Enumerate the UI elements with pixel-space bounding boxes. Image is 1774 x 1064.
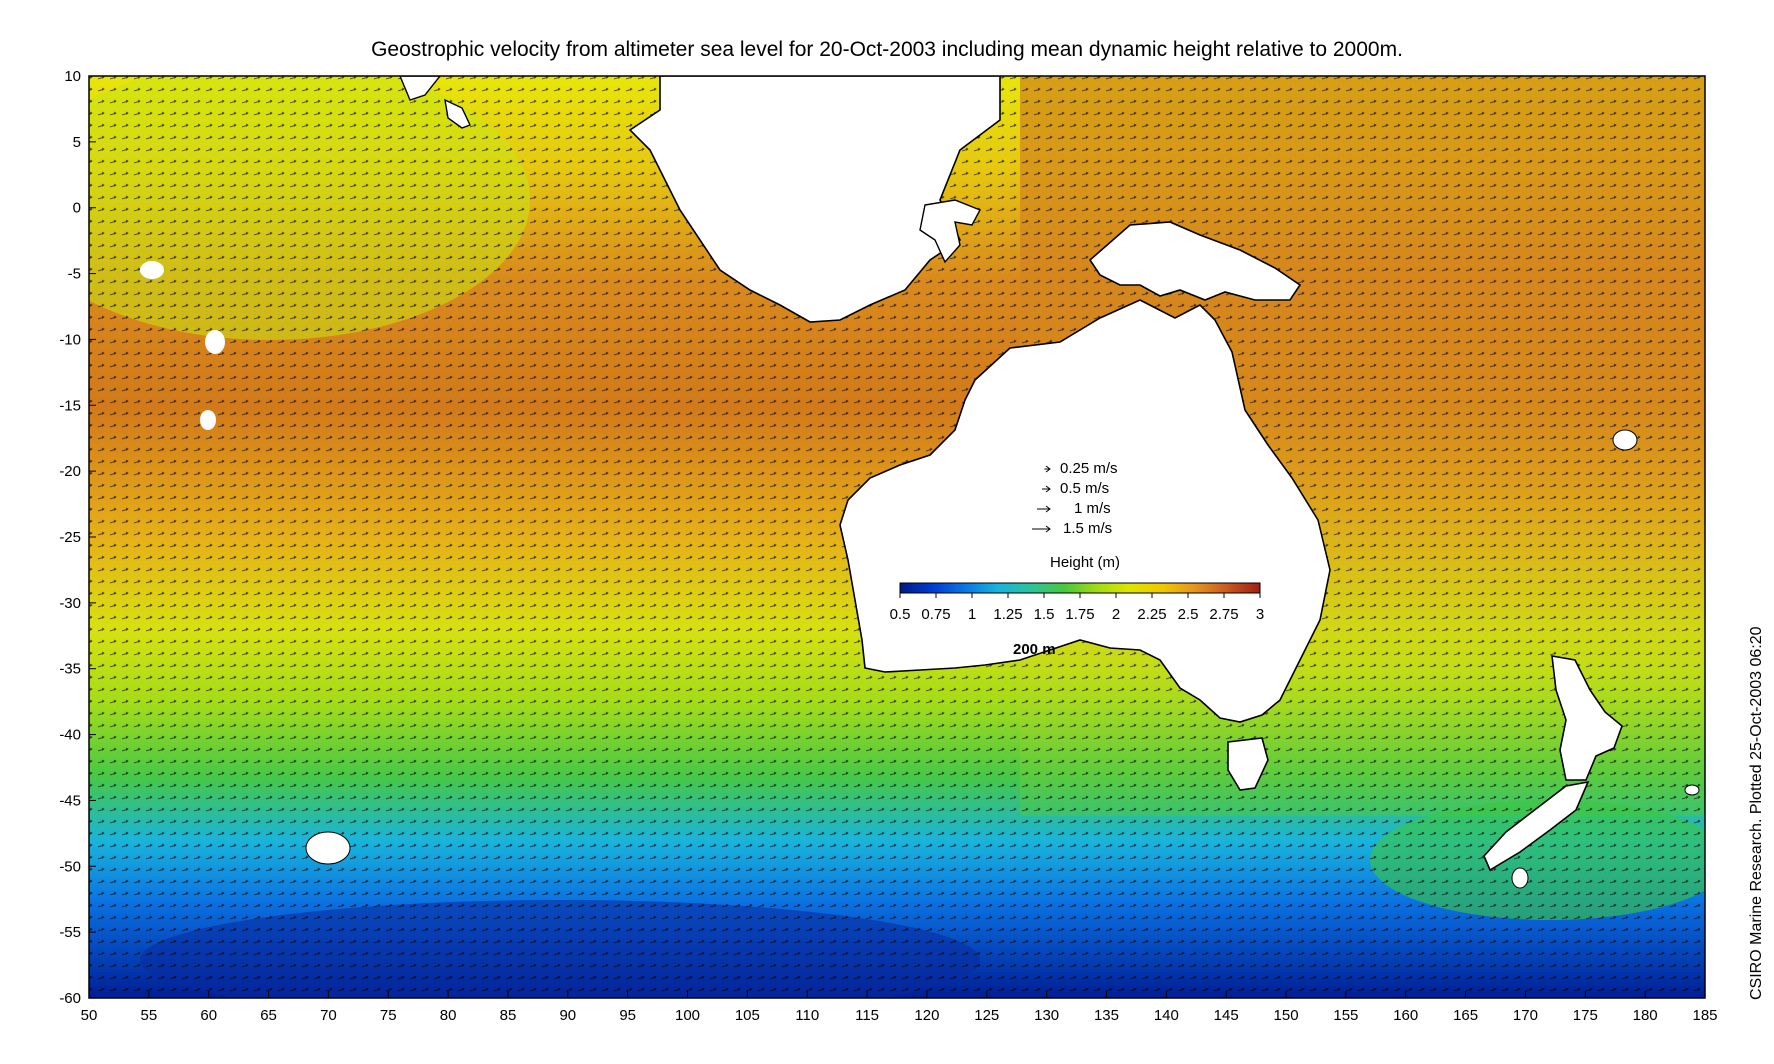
map-title: Geostrophic velocity from altimeter sea … bbox=[371, 38, 1403, 61]
sri-lanka-land bbox=[444, 98, 471, 129]
x-tick-label: 160 bbox=[1393, 1007, 1418, 1024]
y-tick-label: -60 bbox=[59, 990, 81, 1007]
x-tick-label: 170 bbox=[1513, 1007, 1538, 1024]
x-tick-label: 185 bbox=[1692, 1007, 1717, 1024]
velocity-legend-label: 1.5 m/s bbox=[1063, 520, 1112, 537]
y-tick-label: -45 bbox=[59, 792, 81, 809]
x-tick-label: 130 bbox=[1034, 1007, 1059, 1024]
y-tick-label: -25 bbox=[59, 529, 81, 546]
x-tick-label: 85 bbox=[500, 1007, 517, 1024]
tasmania-land bbox=[1227, 737, 1269, 791]
velocity-legend-label: 0.25 m/s bbox=[1060, 460, 1118, 477]
colorbar-tick-label: 2.5 bbox=[1178, 606, 1199, 623]
australia-land bbox=[839, 299, 1331, 723]
colorbar-tick-label: 1.25 bbox=[993, 606, 1022, 623]
x-tick-label: 135 bbox=[1094, 1007, 1119, 1024]
y-tick-label: -20 bbox=[59, 463, 81, 480]
x-tick-label: 180 bbox=[1633, 1007, 1658, 1024]
y-tick-label: -30 bbox=[59, 595, 81, 612]
y-tick-label: -40 bbox=[59, 727, 81, 744]
island-small bbox=[1511, 867, 1529, 889]
new-zealand-south-land bbox=[1483, 780, 1590, 872]
y-axis: 10 5 0 -5 -10 -15 -20 -25 -30 -35 -40 -45 -50 -55 -60 bbox=[59, 68, 96, 1007]
colorbar-tick-label: 0.5 bbox=[890, 606, 911, 623]
x-tick-label: 165 bbox=[1453, 1007, 1478, 1024]
velocity-legend-arrow bbox=[1037, 505, 1051, 513]
x-tick-label: 125 bbox=[974, 1007, 999, 1024]
colorbar-tick-label: 3 bbox=[1256, 606, 1264, 623]
southeast-asia-land bbox=[628, 76, 1001, 323]
x-tick-label: 50 bbox=[81, 1007, 98, 1024]
colorbar-title: Height (m) bbox=[1050, 554, 1120, 571]
x-tick-label: 145 bbox=[1214, 1007, 1239, 1024]
india-land bbox=[399, 76, 441, 101]
colorbar-tick-label: 1.5 bbox=[1034, 606, 1055, 623]
x-tick-label: 100 bbox=[675, 1007, 700, 1024]
x-tick-label: 75 bbox=[380, 1007, 397, 1024]
credit-text: CSIRO Marine Research. Plotted 25-Oct-20… bbox=[1748, 626, 1765, 1000]
x-tick-label: 55 bbox=[141, 1007, 158, 1024]
velocity-legend-label: 0.5 m/s bbox=[1060, 480, 1109, 497]
sulawesi-land bbox=[919, 199, 981, 264]
island-small bbox=[205, 330, 225, 354]
x-tick-label: 65 bbox=[260, 1007, 277, 1024]
y-tick-label: -10 bbox=[59, 331, 81, 348]
colorbar: Height (m) 0.5 0.75 1 1.25 1.5 1.75 2 2.25 2.5 2.… bbox=[890, 554, 1265, 623]
kerguelen-island bbox=[305, 831, 351, 865]
x-tick-label: 80 bbox=[440, 1007, 457, 1024]
x-tick-label: 105 bbox=[735, 1007, 760, 1024]
x-tick-label: 150 bbox=[1274, 1007, 1299, 1024]
x-tick-label: 60 bbox=[200, 1007, 217, 1024]
y-tick-label: -55 bbox=[59, 924, 81, 941]
map-plot-area bbox=[89, 76, 1705, 998]
colorbar-tick-label: 1.75 bbox=[1065, 606, 1094, 623]
x-tick-label: 95 bbox=[619, 1007, 636, 1024]
y-tick-label: -15 bbox=[59, 397, 81, 414]
x-tick-label: 90 bbox=[559, 1007, 576, 1024]
island-small bbox=[140, 261, 164, 279]
y-tick-label: 5 bbox=[73, 134, 81, 151]
x-tick-label: 110 bbox=[795, 1007, 819, 1024]
velocity-legend: 0.25 m/s 0.5 m/s 1 m/s 1.5 m/s bbox=[1032, 460, 1118, 537]
velocity-legend-arrow bbox=[1044, 465, 1051, 473]
x-tick-label: 140 bbox=[1154, 1007, 1179, 1024]
velocity-legend-label: 1 m/s bbox=[1074, 500, 1111, 517]
colorbar-tick-label: 2 bbox=[1112, 606, 1120, 623]
isobath-label: 200 m bbox=[1013, 641, 1056, 658]
x-tick-label: 70 bbox=[320, 1007, 337, 1024]
colorbar-tick-label: 2.75 bbox=[1209, 606, 1238, 623]
y-tick-label: 0 bbox=[73, 200, 81, 217]
island-small bbox=[1612, 429, 1638, 451]
x-tick-label: 120 bbox=[914, 1007, 939, 1024]
x-tick-label: 175 bbox=[1573, 1007, 1598, 1024]
colorbar-tick-label: 1 bbox=[968, 606, 976, 623]
island-small bbox=[1684, 784, 1700, 796]
new-guinea-land bbox=[1088, 221, 1302, 301]
y-tick-label: 10 bbox=[64, 68, 81, 85]
x-tick-label: 155 bbox=[1333, 1007, 1358, 1024]
velocity-legend-arrow bbox=[1042, 485, 1051, 493]
velocity-legend-arrow bbox=[1032, 525, 1051, 533]
island-small bbox=[200, 410, 216, 430]
colorbar-tick-label: 0.75 bbox=[921, 606, 950, 623]
colorbar-tick-label: 2.25 bbox=[1137, 606, 1166, 623]
colorbar-ticks: 0.5 0.75 1 1.25 1.5 1.75 2 2.25 2.5 2.75 3 bbox=[890, 593, 1264, 623]
y-tick-label: -5 bbox=[68, 266, 81, 283]
new-zealand-north-land bbox=[1551, 655, 1623, 781]
y-tick-label: -50 bbox=[59, 858, 81, 875]
y-tick-label: -35 bbox=[59, 661, 81, 678]
x-axis: 50 55 60 65 70 75 80 85 90 95 100 105 110 115 120 125 13… bbox=[81, 991, 1718, 1024]
x-tick-label: 115 bbox=[855, 1007, 879, 1024]
colorbar-bar bbox=[899, 582, 1261, 594]
